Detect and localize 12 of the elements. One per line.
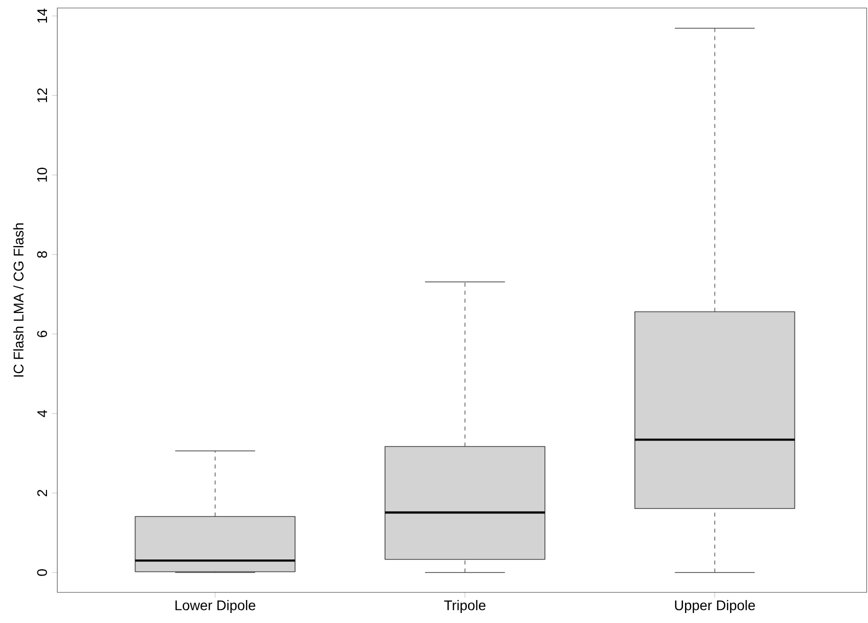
- y-tick-label: 14: [37, 8, 48, 23]
- y-tick-label: 2: [37, 490, 48, 496]
- x-tick-label: Upper Dipole: [675, 600, 755, 614]
- y-tick-label: 8: [37, 251, 48, 258]
- y-tick-label: 0: [37, 569, 48, 576]
- y-tick-label: 6: [37, 330, 48, 338]
- y-axis-title: IC Flash LMA / CG Flash: [13, 223, 24, 377]
- y-tick-label: 4: [37, 410, 48, 418]
- x-tick-label: Lower Dipole: [175, 600, 256, 614]
- y-tick-label: 10: [37, 168, 48, 182]
- y-tick-label: 12: [37, 88, 48, 102]
- x-tick-label: Tripole: [444, 600, 486, 614]
